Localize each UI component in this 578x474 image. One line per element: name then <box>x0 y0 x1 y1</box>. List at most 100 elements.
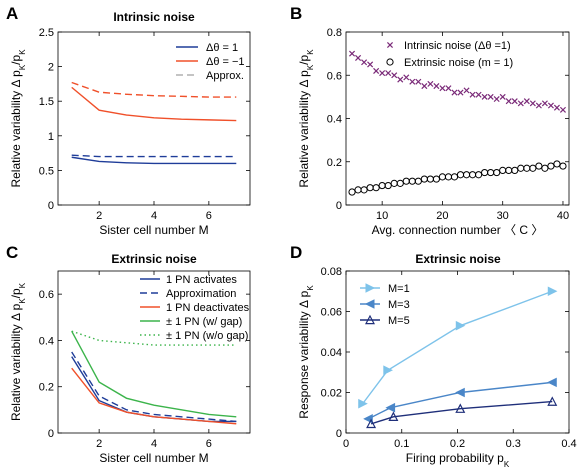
legend-marker <box>365 283 376 293</box>
y-tick-label: 0.8 <box>327 27 342 39</box>
legend-label: M=5 <box>388 315 410 327</box>
y-tick-label: 0.06 <box>321 307 342 319</box>
data-point <box>547 102 554 109</box>
x-tick-label: 0.4 <box>561 438 576 450</box>
data-point <box>426 175 434 183</box>
legend: Δθ = 1 Δθ = −1 Approx. <box>176 42 245 82</box>
data-point <box>547 286 558 297</box>
data-point <box>385 70 392 77</box>
data-point <box>439 85 446 92</box>
legend-label: Δθ = −1 <box>206 56 245 68</box>
data-point <box>372 184 380 192</box>
y-axis-label: Relative variability Δ pK/pK <box>9 282 27 421</box>
data-point <box>474 171 483 179</box>
x-tick-label: 40 <box>557 210 569 222</box>
data-point <box>414 177 422 185</box>
data-point <box>529 164 537 172</box>
x-tick-label: 0.1 <box>394 438 409 450</box>
y-axis-label: Relative variability Δ pK/pK <box>9 49 27 188</box>
data-point <box>547 396 558 406</box>
x-tick-label: 2 <box>96 438 102 450</box>
data-point <box>493 168 501 177</box>
data-point <box>529 100 536 107</box>
x-tick-label: 2 <box>96 210 102 222</box>
x-tick-label: 0 <box>343 438 349 450</box>
legend-label: Approximation <box>166 288 236 300</box>
x-tick-label: 6 <box>206 438 212 450</box>
data-point <box>469 91 476 98</box>
data-point <box>366 184 374 192</box>
data-point <box>366 418 377 429</box>
legend-label: 1 PN activates <box>166 274 237 286</box>
x-tick-label: 10 <box>376 210 388 222</box>
y-tick-label: 0 <box>336 200 342 212</box>
panel-d: D Extrinsic noise 0 0.02 0.04 0.06 0.08 0 0.1 0.2… <box>290 243 577 469</box>
data-point <box>451 89 458 96</box>
data-point <box>358 398 368 409</box>
x-tick-label: 4 <box>151 438 157 450</box>
legend-label: Δθ = 1 <box>206 42 238 54</box>
data-point <box>468 171 477 179</box>
data-point <box>535 102 542 109</box>
series-line-c-4 <box>71 330 237 418</box>
series-line-c-1 <box>71 356 237 423</box>
series-line-c-2 <box>71 351 237 423</box>
data-point <box>547 377 557 388</box>
data-point <box>444 173 453 181</box>
series-line-a-1 <box>71 156 237 165</box>
legend-label: 1 PN deactivates <box>166 302 250 314</box>
data-point <box>421 83 428 90</box>
data-point <box>388 411 399 421</box>
data-point <box>511 98 518 105</box>
y-tick-label: 0.6 <box>327 70 342 82</box>
data-point <box>420 175 428 183</box>
data-point <box>438 173 447 181</box>
data-point <box>432 175 441 183</box>
data-point <box>427 80 434 87</box>
data-point <box>349 50 356 57</box>
y-tick-label: 0 <box>48 200 54 212</box>
data-point <box>403 74 410 81</box>
y-tick-label: 1 <box>48 131 54 143</box>
x-axis-label: Firing probability pK <box>406 451 510 469</box>
chart-title: Extrinsic noise <box>111 252 197 266</box>
series-line-a-2 <box>71 154 237 158</box>
legend-label: M=1 <box>388 283 410 295</box>
data-point <box>541 100 548 107</box>
data-point <box>541 164 549 172</box>
legend-marker <box>364 299 375 309</box>
y-tick-label: 1.5 <box>39 96 54 108</box>
data-point <box>499 166 507 174</box>
y-axis-label: Relative variability Δ pK/pK <box>297 49 315 188</box>
y-tick-label: 2.5 <box>39 27 54 39</box>
x-tick-label: 20 <box>436 210 448 222</box>
x-tick-label: 0.2 <box>450 438 465 450</box>
data-point <box>499 93 506 100</box>
series-line-d-1 <box>362 290 553 405</box>
y-tick-label: 0.04 <box>321 347 342 359</box>
data-point <box>391 72 398 79</box>
data-point <box>383 365 393 376</box>
data-point <box>553 160 561 168</box>
legend: Intrinsic noise (Δθ =1) Extrinsic noise (… <box>386 40 513 69</box>
y-tick-label: 0.02 <box>321 388 342 400</box>
data-point <box>433 83 440 90</box>
data-point <box>354 186 362 194</box>
data-point <box>481 168 489 177</box>
legend-label: Extrinsic noise (m = 1) <box>404 57 513 69</box>
data-point <box>463 87 470 94</box>
data-point <box>559 106 566 113</box>
series-line-d-3 <box>370 400 553 425</box>
data-point <box>456 171 465 179</box>
data-point <box>535 162 543 170</box>
legend-label: Approx. <box>206 70 244 82</box>
y-tick-label: 0.6 <box>39 289 54 301</box>
x-tick-label: 4 <box>151 210 157 222</box>
data-point <box>408 177 416 185</box>
data-point <box>415 78 422 85</box>
data-point <box>487 93 494 100</box>
chart-title: Intrinsic noise <box>113 10 195 24</box>
data-point <box>523 164 531 172</box>
